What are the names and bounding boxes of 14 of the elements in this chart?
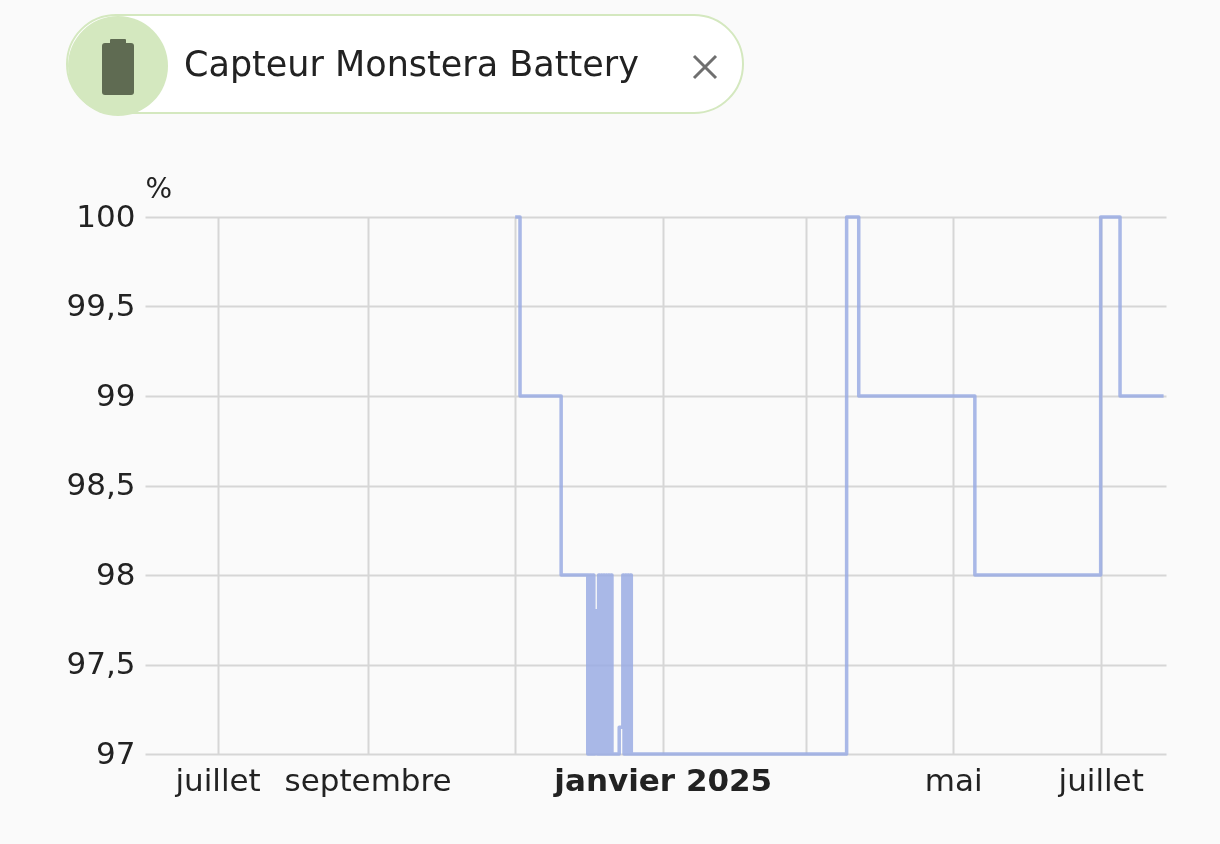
y-tick-label: 97,5 [66, 645, 136, 681]
y-tick-label: 99 [96, 376, 136, 413]
y-tick-label: 100 [76, 197, 136, 234]
y-tick-label: 98 [96, 555, 136, 592]
chart-title: Capteur Monstera Battery [184, 43, 639, 86]
x-tick-label: janvier 2025 [552, 761, 773, 798]
y-tick-label: 98,5 [66, 466, 136, 502]
x-tick-label: septembre [284, 761, 452, 798]
y-tick-label: 97 [96, 734, 136, 771]
x-tick-label: juillet [1057, 761, 1144, 798]
x-tick-label: juillet [174, 761, 261, 798]
x-tick-label: mai [924, 761, 983, 798]
y-axis-title: % [145, 171, 173, 205]
y-tick-label: 99,5 [66, 287, 136, 323]
